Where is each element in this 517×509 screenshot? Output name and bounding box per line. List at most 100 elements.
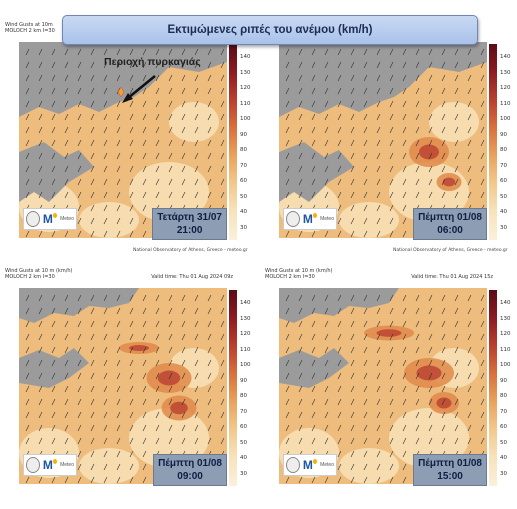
sun-icon [52,458,58,464]
wind-arrow [324,333,329,341]
wind-arrow [103,359,108,367]
wind-arrow [142,450,147,458]
wind-arrow [467,398,472,406]
wind-arrow [181,437,186,445]
wind-arrow [129,307,134,315]
wind-arrow [350,48,355,56]
wind-arrow [51,191,56,199]
colorbar-tick: 80 [240,393,247,399]
wind-arrow [415,372,420,380]
logo-text: Meteo [60,462,74,468]
wind-arrow [103,74,108,82]
wind-arrow [402,113,407,121]
wind-arrow [389,74,394,82]
wind-arrow [324,359,329,367]
wind-arrow [142,191,147,199]
wind-arrow [441,372,446,380]
wind-arrow [337,48,342,56]
colorbar-tick: 90 [500,131,507,138]
wind-arrow [402,424,407,432]
wind-arrow [77,100,82,108]
wind-arrow [220,152,225,160]
wind-arrow [103,411,108,419]
colorbar-tick: 130 [240,315,251,322]
colorbar-tick: 30 [500,470,507,477]
colorbar-tick: 140 [500,54,511,60]
wind-arrow [77,307,82,315]
wind-arrow [103,450,108,458]
wind-arrow [441,191,446,199]
wind-arrow [64,359,69,367]
wind-arrow [298,87,303,95]
wind-arrow [467,152,472,160]
wind-arrow [25,100,30,108]
wind-arrow [389,398,394,406]
wind-arrow [77,450,82,458]
wind-arrow [51,100,56,108]
wind-arrow [428,87,433,95]
wind-arrow [428,48,433,56]
wind-arrow [142,476,147,484]
wind-arrow [103,152,108,160]
wind-arrow [350,165,355,173]
wind-arrow [311,476,316,484]
wind-arrow [363,333,368,341]
wind-arrow [376,411,381,419]
wind-arrow [376,100,381,108]
wind-arrow [25,372,30,380]
landmass [19,42,227,202]
wind-arrow [337,113,342,121]
wind-arrow [38,87,43,95]
wind-arrow [181,48,186,56]
wind-arrow [337,450,342,458]
wind-arrow [415,320,420,328]
wind-arrow [480,61,485,69]
colorbar-tick: 30 [240,470,247,477]
wind-arrow [467,126,472,134]
wind-arrow [90,320,95,328]
wind-arrow [324,372,329,380]
wind-arrow [428,398,433,406]
wind-arrow [181,346,186,354]
wind-arrow [155,165,160,173]
wind-arrow [207,359,212,367]
wind-arrow [103,139,108,147]
wind-arrow [337,61,342,69]
wind-arrow [64,113,69,121]
wind-arrow [116,165,121,173]
wind-arrow [90,437,95,445]
wind-arrow [90,48,95,56]
wind-arrow [116,307,121,315]
wind-arrow [363,204,368,212]
wind-arrow [38,346,43,354]
wind-arrow [285,359,290,367]
wind-arrow [194,61,199,69]
wind-arrow [142,398,147,406]
wind-arrow [220,74,225,82]
wind-arrow [298,139,303,147]
wind-arrow [441,87,446,95]
wind-arrow [155,178,160,186]
wind-arrow [51,346,56,354]
wind-arrow [142,87,147,95]
wind-arrow [168,398,173,406]
wind-arrow [428,74,433,82]
wind-arrow [51,385,56,393]
gust-map [279,288,487,484]
wind-arrow [324,437,329,445]
wind-arrow [142,152,147,160]
wind-arrow [129,48,134,56]
wind-arrow [38,48,43,56]
wind-arrow [168,320,173,328]
wind-arrow [376,165,381,173]
wind-arrow [298,398,303,406]
wind-arrow [38,230,43,238]
wind-arrow [363,87,368,95]
wind-arrow [168,48,173,56]
wind-arrow [116,61,121,69]
wind-arrow [402,463,407,471]
wind-arrow [428,411,433,419]
wind-arrow [337,294,342,302]
wind-arrow [64,87,69,95]
wind-arrow [441,74,446,82]
